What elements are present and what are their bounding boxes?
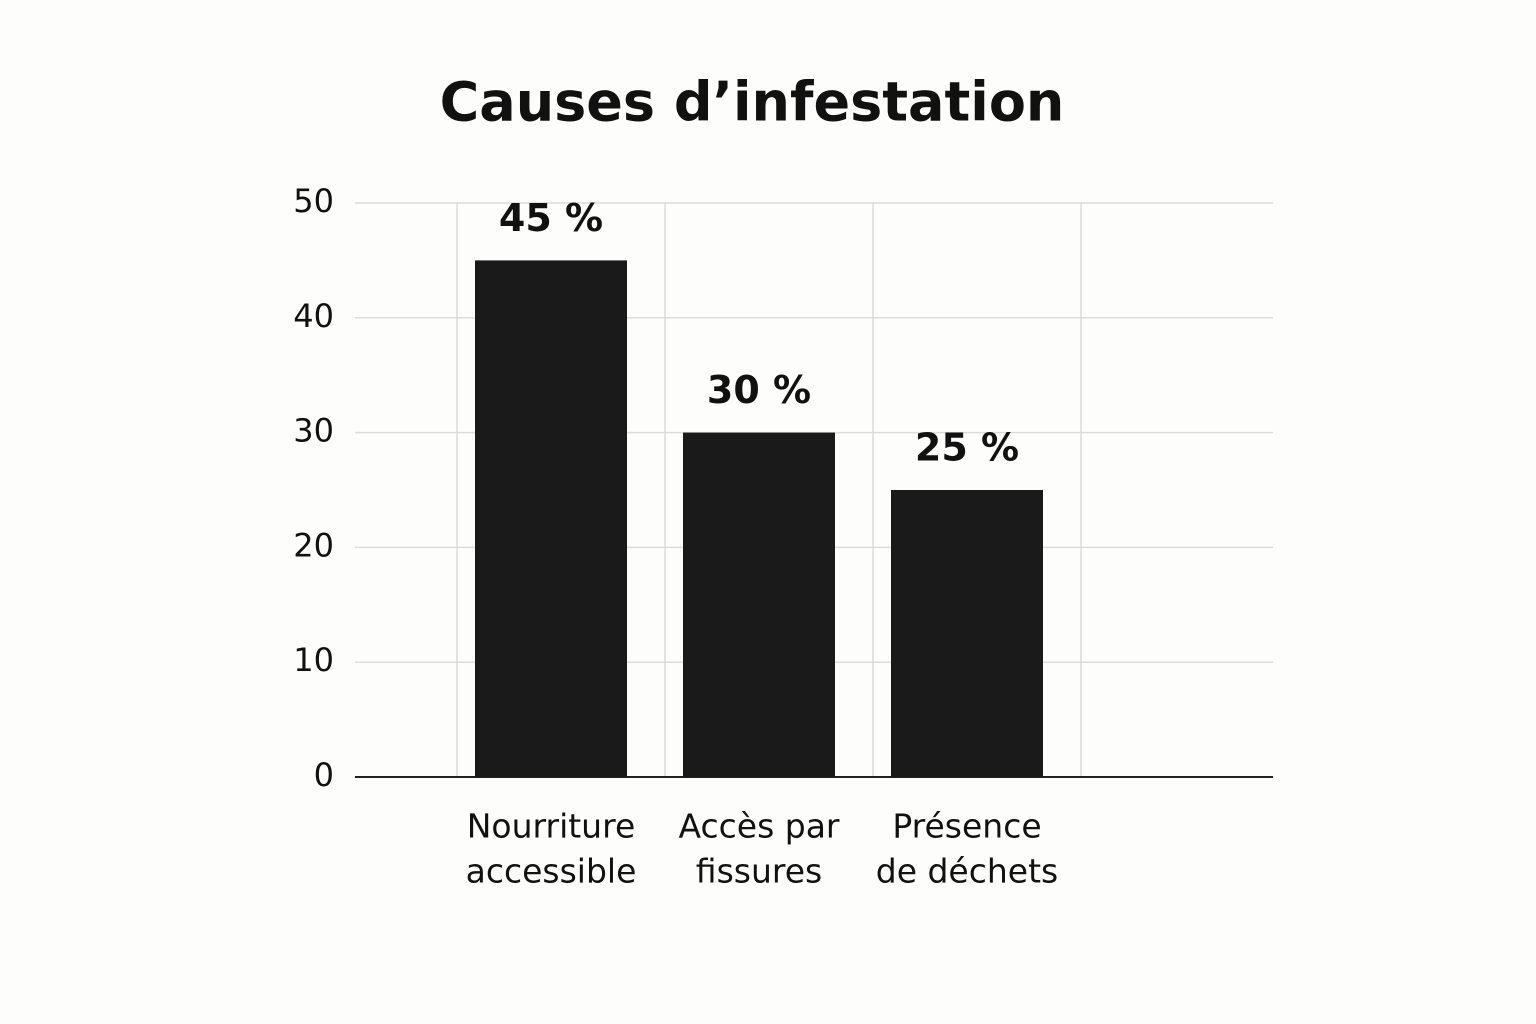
value-label: 45 %: [499, 196, 603, 240]
x-tick-label: de déchets: [876, 852, 1058, 891]
y-tick-label: 40: [293, 297, 334, 335]
x-tick-label: Nourriture: [467, 807, 636, 846]
x-tick-label: fissures: [696, 852, 822, 891]
y-tick-label: 50: [293, 182, 334, 220]
bar: [891, 490, 1043, 777]
y-tick-label: 20: [293, 526, 334, 564]
x-tick-label: Présence: [892, 807, 1041, 846]
bar: [683, 432, 835, 777]
x-tick-label: Accès par: [678, 807, 839, 846]
value-label: 25 %: [915, 426, 1019, 470]
bar: [475, 260, 627, 777]
chart-title: Causes d’infestation: [440, 71, 1065, 134]
value-label: 30 %: [707, 368, 811, 412]
y-tick-label: 10: [293, 641, 334, 679]
x-tick-label: accessible: [466, 852, 637, 891]
y-tick-label: 0: [314, 756, 334, 794]
y-tick-label: 30: [293, 412, 334, 450]
